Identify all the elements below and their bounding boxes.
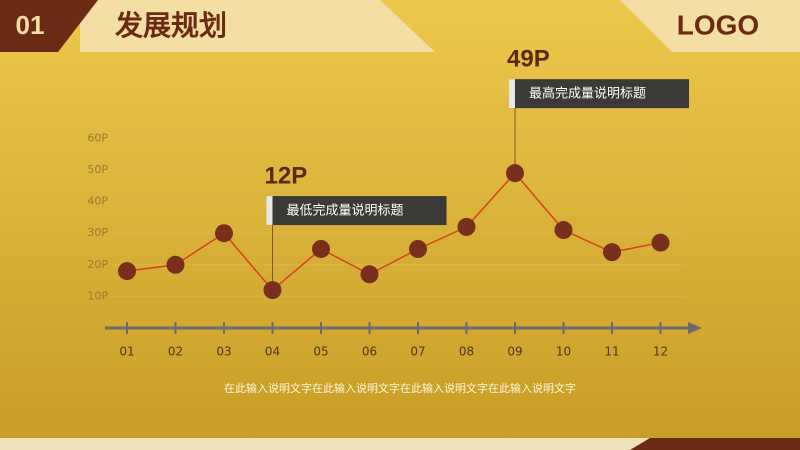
callout-text: 最低完成量说明标题 xyxy=(287,204,404,219)
value-label: 49P xyxy=(507,46,550,73)
callout-text: 最高完成量说明标题 xyxy=(529,86,646,102)
marker xyxy=(312,240,330,258)
marker xyxy=(457,217,476,236)
x-tick-label: 01 xyxy=(119,345,134,359)
x-tick-label: 11 xyxy=(604,345,619,359)
marker xyxy=(263,281,282,300)
title-band xyxy=(80,0,435,52)
y-tick-label: 10P xyxy=(87,289,108,302)
number-badge xyxy=(0,0,98,52)
x-tick-label: 02 xyxy=(168,345,183,359)
caption: 在此输入说明文字在此输入说明文字在此输入说明文字在此输入说明文字 xyxy=(224,381,576,395)
x-tick-label: 09 xyxy=(507,345,522,359)
logo-band xyxy=(620,0,800,52)
marker xyxy=(118,262,136,281)
callout-accent xyxy=(266,196,273,226)
callout-box xyxy=(509,79,689,109)
marker xyxy=(215,224,233,243)
marker xyxy=(603,243,621,262)
logo: LOGO xyxy=(677,9,759,40)
x-tick-label: 03 xyxy=(216,345,231,359)
value-label: 12P xyxy=(265,162,308,189)
section-number: 01 xyxy=(16,10,45,40)
y-tick-label: 60P xyxy=(87,131,108,144)
x-tick-label: 08 xyxy=(459,345,474,359)
marker xyxy=(166,255,185,274)
marker xyxy=(409,240,427,258)
marker xyxy=(651,233,670,252)
slide-title: 发展规划 xyxy=(114,9,227,42)
callout-accent xyxy=(509,79,515,109)
footer-corner xyxy=(630,438,800,450)
y-tick-label: 50P xyxy=(87,163,108,176)
callout-box xyxy=(266,196,447,226)
y-tick-label: 40P xyxy=(87,195,108,208)
x-tick-label: 05 xyxy=(313,345,328,359)
footer-band xyxy=(0,438,800,450)
x-tick-label: 04 xyxy=(265,345,280,359)
x-tick-label: 07 xyxy=(410,345,425,359)
x-tick-label: 12 xyxy=(653,345,668,359)
x-axis-arrow xyxy=(688,322,702,334)
marker xyxy=(360,265,379,284)
y-tick-label: 30P xyxy=(87,226,108,239)
marker xyxy=(554,221,573,240)
x-tick-label: 10 xyxy=(556,345,571,359)
marker xyxy=(506,164,524,183)
y-tick-label: 20P xyxy=(87,258,108,271)
x-tick-label: 06 xyxy=(362,345,377,359)
